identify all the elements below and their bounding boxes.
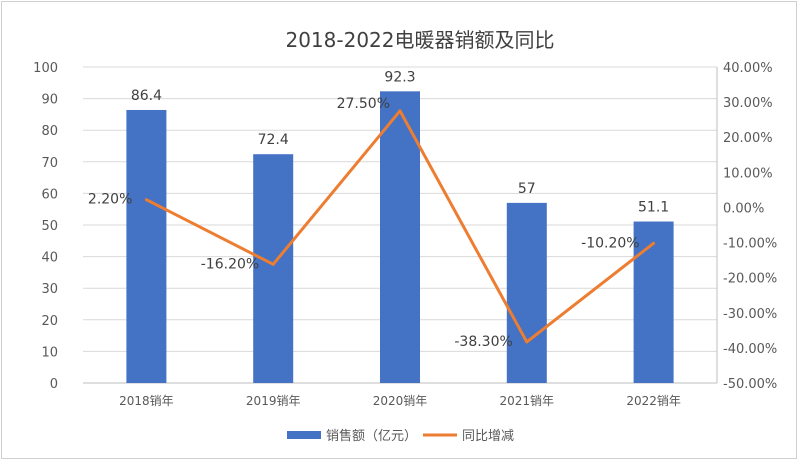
line-data-label: -16.20% [201,256,259,272]
left-axis-tick-label: 70 [41,156,58,171]
line-data-label: -38.30% [454,334,512,350]
yoy-point [271,262,275,266]
x-axis-tick-label: 2021销年 [500,394,555,408]
right-axis-tick-label: 40.00% [723,61,773,76]
yoy-point [525,340,529,344]
left-axis-tick-label: 10 [41,345,58,360]
left-axis-tick-label: 60 [41,187,58,202]
line-data-label: -10.20% [581,235,639,251]
legend-label-yoy: 同比增减 [462,429,514,444]
legend-swatch-sales [287,431,321,439]
left-axis-tick-label: 50 [41,219,58,234]
right-axis-tick-label: -20.00% [723,272,777,287]
legend: 销售额（亿元） 同比增减 [287,428,514,444]
left-axis-tick-label: 30 [41,282,58,297]
left-axis-tick-label: 90 [41,93,58,108]
x-axis-tick-label: 2020销年 [373,394,428,408]
yoy-point [144,198,148,202]
bar-data-label: 51.1 [638,200,669,216]
x-axis-tick-label: 2018销年 [119,394,174,408]
bar [253,154,294,383]
x-axis-tick-label: 2019销年 [246,394,301,408]
yoy-point [652,241,656,245]
bar-data-label: 92.3 [384,69,415,85]
yoy-point [398,109,402,113]
bar [380,91,420,383]
right-axis-tick-label: -30.00% [723,307,777,322]
bar-data-label: 72.4 [258,132,289,148]
bar [506,202,547,383]
right-axis-tick-label: -50.00% [723,377,777,392]
bar [633,221,674,383]
line-data-label: 2.20% [88,192,132,208]
bar [126,109,167,383]
bar-data-label: 57 [518,181,536,197]
chart-title: 2018-2022电暖器销额及同比 [285,28,554,52]
right-axis-tick-label: 0.00% [723,201,764,216]
legend-label-sales: 销售额（亿元） [326,428,417,444]
right-axis-tick-label: -10.00% [723,237,777,252]
left-axis-tick-label: 40 [41,251,58,266]
bar-data-label: 86.4 [131,88,162,104]
right-axis-tick-label: 20.00% [723,131,773,146]
left-axis-tick-label: 100 [33,61,58,76]
x-axis-tick-label: 2022销年 [626,394,681,408]
left-axis-tick-label: 20 [41,314,58,329]
line-data-label: 27.50% [337,96,390,112]
left-axis-tick-label: 0 [50,377,58,392]
right-axis-tick-label: -40.00% [723,342,777,357]
right-axis-tick-label: 10.00% [723,166,773,181]
left-axis-tick-label: 80 [41,124,58,139]
right-axis-tick-label: 30.00% [723,96,773,111]
